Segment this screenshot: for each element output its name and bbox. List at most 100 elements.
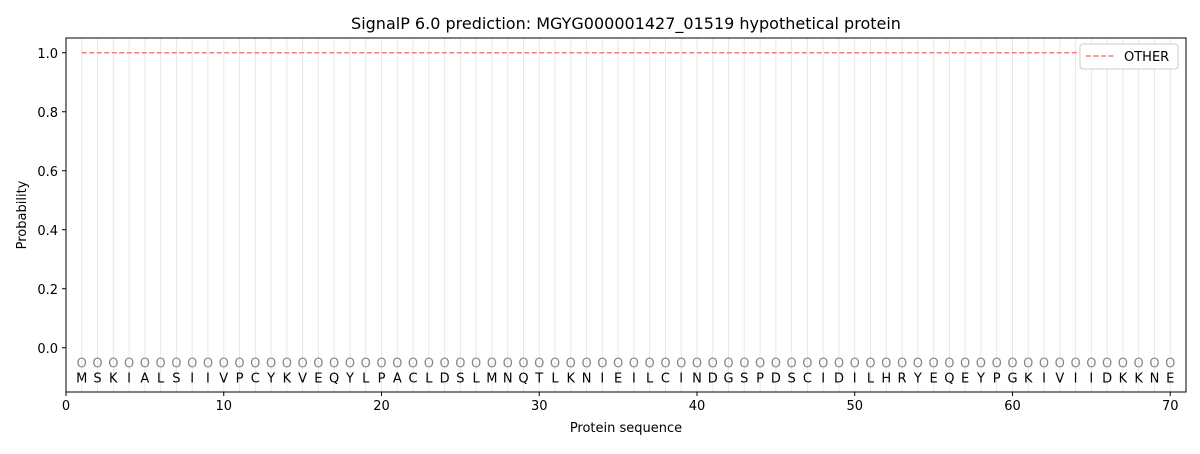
x-tick-label: 10 xyxy=(215,399,232,414)
residue-label: Y xyxy=(913,372,922,387)
region-label: O xyxy=(455,357,465,372)
region-label: O xyxy=(708,357,718,372)
residue-label: Q xyxy=(518,372,528,387)
region-label: O xyxy=(660,357,670,372)
y-tick-label: 0.4 xyxy=(37,224,58,239)
residue-label: P xyxy=(236,372,244,387)
residue-label: S xyxy=(456,372,464,387)
region-label: O xyxy=(1055,357,1065,372)
region-label: O xyxy=(487,357,497,372)
residue-label: K xyxy=(567,372,576,387)
y-axis-label: Probability xyxy=(15,180,30,249)
x-tick-label: 40 xyxy=(689,399,706,414)
region-label: O xyxy=(613,357,623,372)
residue-label: E xyxy=(929,372,937,387)
residue-label: P xyxy=(378,372,386,387)
y-tick-label: 0.6 xyxy=(37,165,58,180)
residue-label: I xyxy=(1074,372,1078,387)
residue-label: N xyxy=(1150,372,1160,387)
residue-label: L xyxy=(157,372,165,387)
region-label: O xyxy=(77,357,87,372)
residue-label: I xyxy=(853,372,857,387)
residue-label: I xyxy=(206,372,210,387)
region-label: O xyxy=(723,357,733,372)
region-label: O xyxy=(581,357,591,372)
residue-label: I xyxy=(127,372,131,387)
residue-label: L xyxy=(867,372,875,387)
residue-label: K xyxy=(109,372,118,387)
region-label: O xyxy=(329,357,339,372)
y-tick-label: 0.0 xyxy=(37,342,58,357)
residue-label: M xyxy=(486,372,497,387)
region-label: O xyxy=(439,357,449,372)
region-label: O xyxy=(518,357,528,372)
residue-label: R xyxy=(898,372,907,387)
residue-label: I xyxy=(679,372,683,387)
region-label: O xyxy=(597,357,607,372)
residue-label: C xyxy=(803,372,812,387)
residue-label: C xyxy=(409,372,418,387)
residue-label: S xyxy=(93,372,101,387)
region-label: O xyxy=(550,357,560,372)
region-label: O xyxy=(676,357,686,372)
region-label: O xyxy=(1039,357,1049,372)
residue-label: S xyxy=(740,372,748,387)
region-label: O xyxy=(1165,357,1175,372)
residue-label: C xyxy=(251,372,260,387)
residue-label: L xyxy=(425,372,433,387)
residue-label: P xyxy=(756,372,764,387)
residue-label: V xyxy=(298,372,307,387)
region-label: O xyxy=(629,357,639,372)
region-label: O xyxy=(124,357,134,372)
residue-label: H xyxy=(881,372,891,387)
residue-label: I xyxy=(821,372,825,387)
residue-label: K xyxy=(283,372,292,387)
region-label: O xyxy=(376,357,386,372)
region-label: O xyxy=(944,357,954,372)
residue-label: M xyxy=(76,372,87,387)
region-label: O xyxy=(266,357,276,372)
residue-label: I xyxy=(190,372,194,387)
residue-label: E xyxy=(614,372,622,387)
residue-label: C xyxy=(661,372,670,387)
residue-label: K xyxy=(1119,372,1128,387)
region-label: O xyxy=(739,357,749,372)
residue-label: V xyxy=(1055,372,1064,387)
legend-label-other: OTHER xyxy=(1124,50,1169,65)
region-label: O xyxy=(881,357,891,372)
region-label: O xyxy=(1086,357,1096,372)
region-label: O xyxy=(1149,357,1159,372)
residue-label: V xyxy=(219,372,228,387)
region-label: O xyxy=(928,357,938,372)
region-label: O xyxy=(140,357,150,372)
region-label: O xyxy=(755,357,765,372)
region-label: O xyxy=(250,357,260,372)
residue-label: E xyxy=(961,372,969,387)
region-label: O xyxy=(534,357,544,372)
residue-label: Y xyxy=(976,372,985,387)
x-tick-label: 70 xyxy=(1162,399,1179,414)
region-label: O xyxy=(92,357,102,372)
legend-box xyxy=(1079,43,1179,70)
region-label: O xyxy=(345,357,355,372)
region-label: O xyxy=(771,357,781,372)
region-label: O xyxy=(203,357,213,372)
y-tick-label: 1.0 xyxy=(37,47,58,62)
region-label: O xyxy=(897,357,907,372)
region-label: O xyxy=(1070,357,1080,372)
region-label: O xyxy=(818,357,828,372)
residue-label: A xyxy=(393,372,402,387)
x-tick-label: 30 xyxy=(531,399,548,414)
region-label: O xyxy=(424,357,434,372)
region-label: O xyxy=(361,357,371,372)
region-label: O xyxy=(156,357,166,372)
x-tick-label: 60 xyxy=(1004,399,1021,414)
residue-label: G xyxy=(723,372,733,387)
residue-label: L xyxy=(473,372,481,387)
residue-label: A xyxy=(140,372,149,387)
region-label: O xyxy=(1007,357,1017,372)
residue-label: K xyxy=(1134,372,1143,387)
chart-title: SignalP 6.0 prediction: MGYG000001427_01… xyxy=(351,14,901,34)
residue-label: T xyxy=(534,372,543,387)
residue-label: Y xyxy=(345,372,354,387)
